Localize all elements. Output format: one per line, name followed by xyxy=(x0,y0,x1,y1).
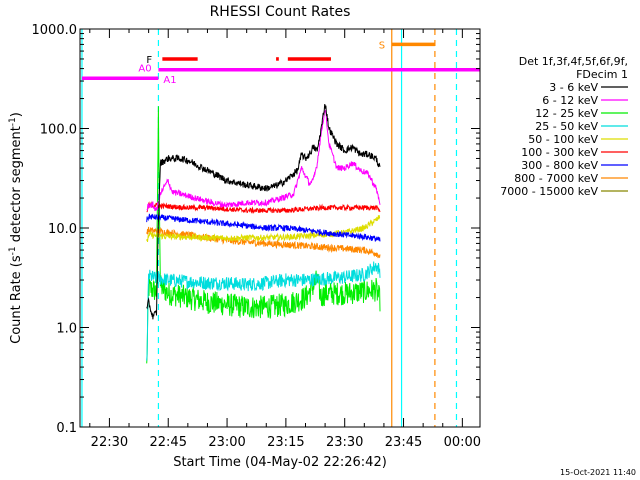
y-axis-label: Count Rate (s-1 detector segment-1) xyxy=(8,112,24,344)
y-tick-label: 1.0 xyxy=(56,322,77,337)
legend-label: 800 - 7000 keV xyxy=(514,172,598,185)
legend-header-line2: FDecim 1 xyxy=(576,68,628,81)
legend-label: 3 - 6 keV xyxy=(549,81,598,94)
legend-label: 100 - 300 keV xyxy=(521,146,598,159)
legend-label: 7000 - 15000 keV xyxy=(500,185,598,198)
legend-label: 50 - 100 keV xyxy=(528,133,598,146)
x-tick-label: 00:00 xyxy=(444,435,481,450)
plot-frame xyxy=(79,28,481,428)
x-tick-label: 23:45 xyxy=(385,435,422,450)
legend-label: 300 - 800 keV xyxy=(521,159,598,172)
legend-label: 25 - 50 keV xyxy=(535,120,598,133)
timestamp: 15-Oct-2021 11:40 xyxy=(560,468,636,477)
series-line-6 xyxy=(146,213,381,242)
x-tick-label: 23:15 xyxy=(267,435,304,450)
x-tick-label: 23:00 xyxy=(208,435,245,450)
x-tick-label: 22:30 xyxy=(91,435,128,450)
legend-header-line1: Det 1f,3f,4f,5f,6f,9f, xyxy=(519,55,628,68)
series-line-1 xyxy=(146,109,381,212)
legend-label: 12 - 25 keV xyxy=(535,107,598,120)
chart-title: RHESSI Count Rates xyxy=(210,4,351,20)
x-tick-label: 23:30 xyxy=(326,435,363,450)
state-bar-label: S xyxy=(379,40,385,51)
legend-label: 6 - 12 keV xyxy=(542,94,598,107)
series-line-0 xyxy=(146,104,381,320)
x-axis-label: Start Time (04-May-02 22:26:42) xyxy=(173,455,387,470)
state-bar-label: A1 xyxy=(163,75,176,86)
y-tick-label: 1000.0 xyxy=(32,23,78,38)
series-line-5 xyxy=(146,201,381,215)
state-bar-label: F xyxy=(146,55,152,66)
y-tick-label: 10.0 xyxy=(48,222,77,237)
series-line-2 xyxy=(146,106,381,364)
y-tick-label: 0.1 xyxy=(56,421,77,436)
state-bar-label: A0 xyxy=(138,64,151,75)
x-tick-label: 22:45 xyxy=(150,435,187,450)
y-tick-label: 100.0 xyxy=(40,123,77,138)
y-axis: 0.1 1.0 10.0 100.0 1000.0 xyxy=(32,23,480,436)
series-line-3 xyxy=(146,261,381,361)
x-axis: 22:30 22:45 23:00 23:15 23:30 23:45 00:00 xyxy=(89,29,481,450)
legend: Det 1f,3f,4f,5f,6f,9f, FDecim 1 3 - 6 ke… xyxy=(500,55,628,198)
series-line-7 xyxy=(146,226,381,259)
